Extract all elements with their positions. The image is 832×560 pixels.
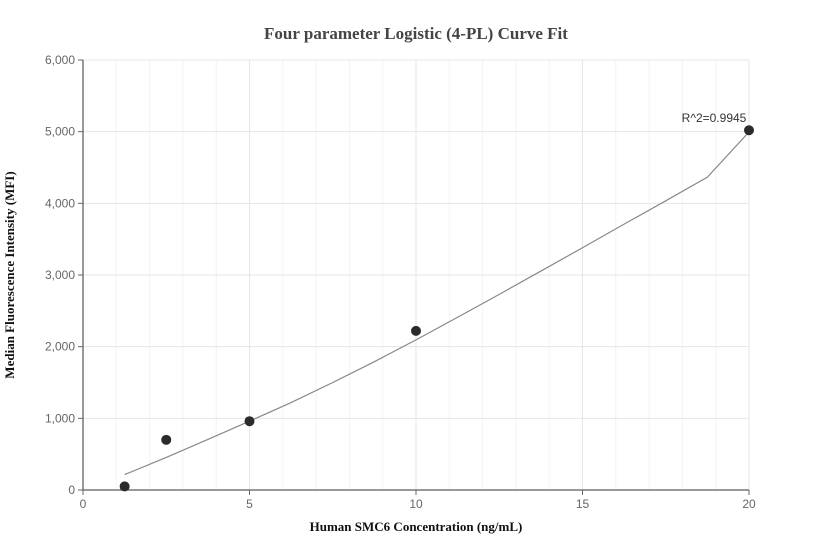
x-tick-label: 5 [246,497,253,511]
chart-title: Four parameter Logistic (4-PL) Curve Fit [264,24,568,43]
y-axis-label: Median Fluorescence Intensity (MFI) [2,171,17,378]
fit-curve [124,131,750,476]
data-point [244,416,255,427]
x-tick-label: 10 [409,497,423,511]
y-tick-label: 0 [68,483,75,497]
axes [78,59,750,495]
x-tick-label: 0 [80,497,87,511]
data-point [119,481,130,492]
y-tick-label: 5,000 [45,125,75,139]
y-tick-label: 2,000 [45,340,75,354]
tick-labels: 0 5 10 15 20 0 1,000 2,000 3,000 4,000 5,000 6,000 [45,53,756,511]
y-tick-label: 6,000 [45,53,75,67]
data-point [744,125,754,136]
x-axis-label: Human SMC6 Concentration (ng/mL) [310,519,523,534]
y-tick-label: 4,000 [45,196,75,210]
fit-curve-layer [124,131,750,476]
r-squared-annotation: R^2=0.9945 [682,111,747,125]
data-point [411,325,421,336]
x-tick-label: 20 [742,497,756,511]
data-points [119,125,754,492]
y-tick-label: 1,000 [45,411,75,425]
data-point [161,434,172,445]
annotations: R^2=0.9945 [682,111,747,125]
y-tick-label: 3,000 [45,268,75,282]
x-tick-label: 15 [576,497,590,511]
